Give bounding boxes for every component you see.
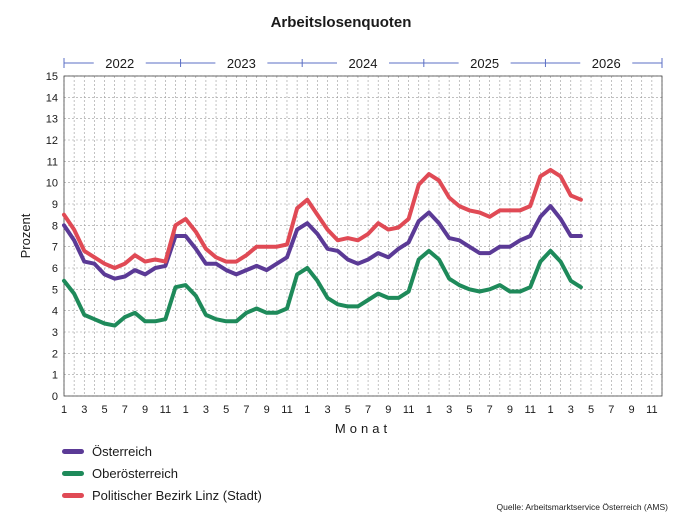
x-tick-label: 7	[608, 404, 614, 416]
x-tick-label: 5	[223, 404, 229, 416]
legend-label: Politischer Bezirk Linz (Stadt)	[92, 487, 262, 503]
y-tick-label: 10	[46, 178, 58, 190]
year-label: 2023	[227, 56, 256, 71]
x-tick-label: 9	[142, 404, 148, 416]
x-axis: 1 3 5 7 9 11 1 3 5 7 9 11 1 3 5 7 9 11 1 3 5 7 9 11 1 3 5 7 9 11	[61, 404, 658, 416]
y-tick-label: 9	[52, 199, 58, 211]
y-tick-label: 1	[52, 370, 58, 382]
x-tick-label: 5	[101, 404, 107, 416]
x-tick-label: 5	[588, 404, 594, 416]
x-tick-label: 11	[403, 404, 414, 416]
x-tick-label: 11	[525, 404, 536, 416]
series-line-1	[62, 248, 583, 328]
y-axis-label: Prozent	[18, 213, 33, 258]
x-tick-label: 1	[304, 404, 310, 416]
year-label-bg	[458, 54, 511, 72]
x-tick-label: 1	[426, 404, 432, 416]
x-tick-label: 5	[466, 404, 472, 416]
year-label-bg	[337, 54, 389, 72]
x-tick-label: 9	[507, 404, 513, 416]
year-label: 2026	[592, 56, 621, 71]
x-tick-label: 9	[629, 404, 635, 416]
y-tick-label: 6	[52, 263, 58, 275]
legend-item-oberoesterreich: Oberösterreich	[62, 462, 262, 484]
x-tick-label: 3	[324, 404, 330, 416]
x-tick-label: 3	[446, 404, 452, 416]
y-tick-label: 12	[46, 135, 58, 147]
series-line-2	[62, 167, 583, 270]
legend-item-linz: Politischer Bezirk Linz (Stadt)	[62, 484, 262, 506]
x-tick-label: 11	[646, 404, 657, 416]
legend-swatch	[62, 448, 84, 454]
x-tick-label: 1	[547, 404, 553, 416]
y-tick-label: 15	[46, 71, 58, 83]
year-label: 2024	[349, 56, 378, 71]
x-tick-label: 7	[365, 404, 371, 416]
plot-frame	[63, 75, 663, 397]
y-tick-label: 3	[52, 327, 58, 339]
y-tick-label: 2	[52, 348, 58, 360]
x-tick-label: 5	[345, 404, 351, 416]
x-tick-label: 11	[160, 404, 171, 416]
legend-item-oesterreich: Österreich	[62, 440, 262, 462]
year-label: 2022	[105, 56, 134, 71]
y-tick-label: 4	[52, 306, 58, 318]
grid	[63, 75, 663, 397]
year-label-bg	[215, 54, 268, 72]
year-label-bg	[580, 54, 633, 72]
series-line-0	[62, 204, 583, 281]
y-tick-label: 7	[52, 242, 58, 254]
x-tick-label: 9	[385, 404, 391, 416]
y-tick-label: 8	[52, 220, 58, 232]
x-tick-label: 7	[122, 404, 128, 416]
x-tick-label: 3	[568, 404, 574, 416]
legend-label: Oberösterreich	[92, 465, 178, 481]
legend-swatch	[62, 470, 84, 476]
year-label: 2025	[470, 56, 499, 71]
legend-label: Österreich	[92, 443, 152, 459]
x-tick-label: 7	[487, 404, 493, 416]
x-tick-label: 9	[264, 404, 270, 416]
y-tick-label: 5	[52, 284, 58, 296]
x-tick-label: 11	[281, 404, 292, 416]
x-tick-label: 1	[183, 404, 189, 416]
x-tick-label: 7	[243, 404, 249, 416]
y-tick-label: 13	[46, 114, 58, 126]
x-tick-label: 3	[81, 404, 87, 416]
y-tick-label: 14	[46, 92, 58, 104]
year-label-bg	[93, 54, 146, 72]
series-lines	[62, 167, 583, 328]
y-tick-label: 11	[47, 156, 58, 168]
x-tick-label: 1	[61, 404, 67, 416]
source-note: Quelle: Arbeitsmarktservice Österreich (…	[496, 502, 668, 512]
y-tick-label: 0	[52, 391, 58, 403]
chart-title: Arbeitslosenquoten	[270, 14, 412, 31]
year-axis: 2022 2023 2024 2025 2026	[63, 54, 663, 72]
x-tick-label: 3	[203, 404, 209, 416]
legend: Österreich Oberösterreich Politischer Be…	[62, 440, 262, 506]
legend-swatch	[62, 492, 84, 498]
x-axis-label: Monat	[335, 421, 391, 436]
